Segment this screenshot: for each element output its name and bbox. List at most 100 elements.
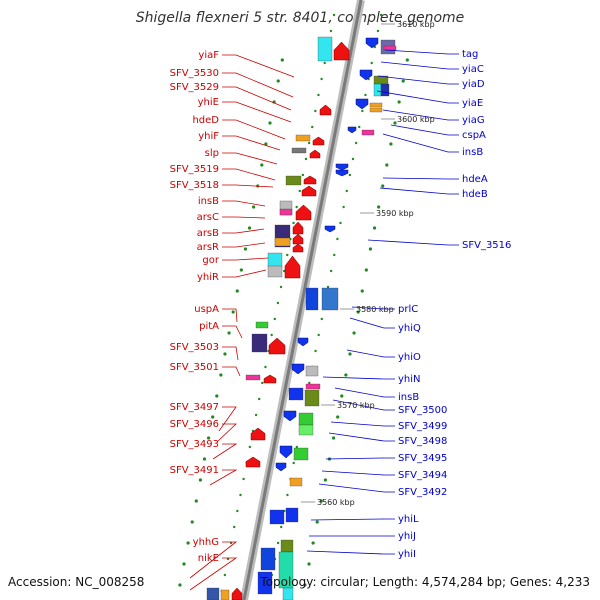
forward-feature (333, 41, 350, 61)
forward-feature (312, 136, 325, 146)
kbp-label-3570-kbp: 3570 kbp (337, 401, 375, 410)
guide-dot (286, 253, 289, 257)
guide-dot (348, 173, 352, 177)
gene-label-right-insb: insB (462, 147, 483, 158)
green-feature (255, 321, 269, 329)
map-title: Shigella flexneri 5 str. 8401, complete … (136, 10, 465, 26)
guide-dot (270, 333, 273, 337)
reverse-feature (359, 69, 373, 81)
blue-feature (380, 83, 390, 97)
gene-label-left-sfv-3529: SFV_3529 (170, 82, 219, 93)
guide-dot (239, 493, 242, 497)
gene-label-left-uspa: uspA (194, 304, 219, 315)
guide-dot (356, 310, 360, 314)
right-callout-lines (306, 49, 459, 555)
guide-dot (370, 61, 373, 65)
gene-label-right-cspa: cspA (462, 130, 486, 141)
guide-dot (344, 373, 348, 377)
guide-dot (186, 541, 190, 545)
guide-dot (215, 394, 219, 398)
guide-dot (194, 499, 198, 503)
guide-dot (345, 189, 348, 193)
guide-dot (178, 583, 182, 587)
callout-line-sfv-3496 (217, 423, 238, 442)
green-feature (298, 424, 314, 436)
gene-label-right-sfv-3494: SFV_3494 (398, 470, 447, 481)
guide-dot (223, 352, 227, 356)
gene-label-left-insb: insB (198, 196, 219, 207)
guide-dot (364, 93, 367, 97)
gray-feature (291, 147, 307, 154)
forward-feature (284, 255, 301, 279)
pink-feature (245, 374, 261, 381)
gene-label-left-sfv-3501: SFV_3501 (170, 362, 219, 373)
callout-line-yiad (377, 75, 459, 85)
kbp-label-3560-kbp: 3560 kbp (317, 498, 355, 507)
guide-dot (279, 285, 283, 289)
topology-label: Topology: circular; Length: 4,574,284 bp… (259, 575, 590, 589)
guide-dot (292, 221, 295, 225)
callout-line-insb (222, 200, 266, 207)
gene-label-right-yiag: yiaG (462, 115, 485, 126)
guide-dot (202, 457, 207, 461)
callout-line-sfv-3529 (222, 86, 292, 111)
guide-dot (323, 61, 326, 65)
guide-dot (219, 373, 223, 377)
callout-line-gor (222, 257, 269, 261)
gene-label-right-yiae: yiaE (462, 98, 483, 109)
callout-line-yhii (306, 550, 395, 555)
cyan-feature (282, 587, 294, 600)
genome-backbone (240, 0, 365, 600)
callout-line-sfv-3518 (222, 184, 274, 188)
gene-label-left-arsc: arsC (197, 212, 219, 223)
gene-label-left-yiaf: yiaF (198, 50, 219, 61)
gene-label-right-hdea: hdeA (462, 174, 488, 185)
blue-feature (257, 571, 273, 595)
guide-dot (368, 247, 373, 251)
left-gene-labels: yiaF SFV_3530 SFV_3529 yhiE hdeD yhiF slp SFV_3… (170, 50, 220, 564)
forward-feature (319, 104, 332, 116)
guide-dot (247, 226, 252, 230)
callout-line-sfv-3495 (325, 457, 395, 460)
guide-dot (242, 477, 245, 481)
guide-dot (385, 163, 389, 167)
callout-line-sfv-3491 (209, 469, 238, 486)
gene-label-right-yhio: yhiO (398, 352, 421, 363)
gene-label-right-sfv-3500: SFV_3500 (398, 405, 447, 416)
guide-dot (379, 13, 383, 17)
callout-line-sfv-3498 (328, 432, 395, 442)
callout-line-sfv-3501 (222, 366, 241, 377)
blue-feature (285, 507, 299, 523)
reverse-feature (291, 363, 305, 375)
callout-line-sfv-3499 (330, 421, 395, 427)
purple-feature (251, 333, 268, 353)
callout-line-arsr (222, 242, 266, 248)
reverse-feature (297, 337, 309, 347)
guide-dot (280, 525, 283, 529)
gene-label-right-prlc: prlC (398, 304, 418, 315)
guide-dot (198, 478, 202, 482)
guide-dot (286, 493, 289, 497)
callout-line-sfv-3497 (218, 406, 237, 432)
kbp-label-3590-kbp: 3590 kbp (376, 209, 414, 218)
gene-label-right-yhil: yhiL (398, 514, 419, 525)
guide-dot (223, 573, 227, 577)
callout-line-hdea (382, 177, 459, 180)
guide-dot (233, 525, 236, 529)
callout-line-sfv-3494 (321, 470, 395, 476)
accession-label: Accession: NC_008258 (8, 575, 144, 589)
guide-dot (331, 436, 336, 440)
orange-feature (369, 102, 383, 108)
callout-line-yiaf (222, 54, 295, 78)
olive-feature (285, 175, 302, 186)
gene-label-right-sfv-3516: SFV_3516 (462, 240, 511, 251)
feature-track (206, 36, 397, 600)
reverse-feature (324, 225, 336, 233)
guide-dot (326, 285, 330, 289)
gene-label-right-yiac: yiaC (462, 64, 484, 75)
reverse-feature (275, 462, 287, 472)
forward-feature (301, 185, 317, 197)
gene-label-right-yhii: yhiI (398, 549, 416, 560)
guide-dot (260, 163, 264, 167)
guide-dot (397, 100, 401, 104)
